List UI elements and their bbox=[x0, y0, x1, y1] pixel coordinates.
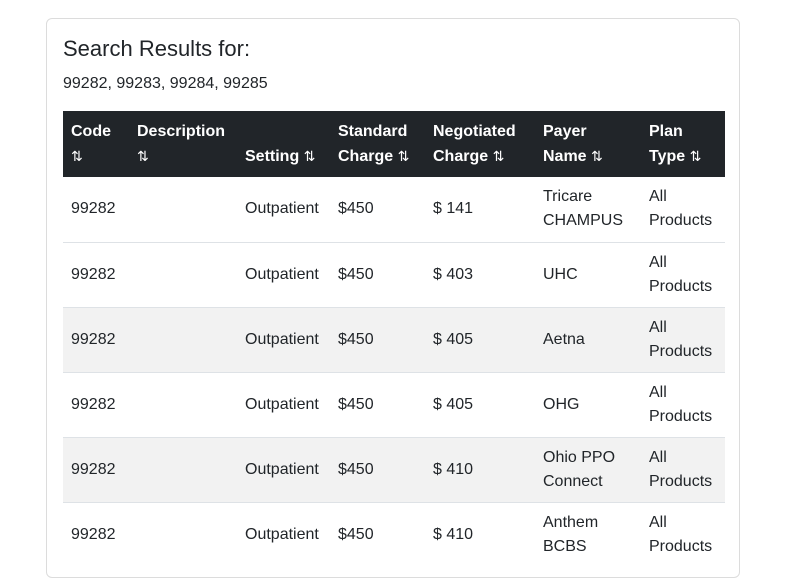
cell-code: 99282 bbox=[63, 501, 129, 567]
cell-negotiated-charge: $ 405 bbox=[425, 306, 535, 372]
cell-plan-type: All Products bbox=[641, 306, 725, 372]
page-title: Search Results for: bbox=[63, 36, 251, 61]
cell-payer-name: Aetna bbox=[535, 306, 641, 372]
column-label: Standard Charge bbox=[338, 123, 408, 165]
cell-description bbox=[129, 436, 237, 502]
table-row: 99282 Outpatient $450 $ 410 Ohio PPO Con… bbox=[63, 436, 725, 502]
sort-icon[interactable]: ⇅ bbox=[303, 148, 316, 164]
cell-setting: Outpatient bbox=[237, 436, 330, 502]
sort-icon[interactable]: ⇅ bbox=[71, 148, 83, 164]
cell-setting: Outpatient bbox=[237, 241, 330, 307]
search-results-card: Search Results for: 99282, 99283, 99284,… bbox=[46, 18, 740, 578]
cell-standard-charge: $450 bbox=[338, 200, 374, 218]
table-row: 99282 Outpatient $450 $ 405 Aetna All Pr… bbox=[63, 306, 725, 372]
cell-negotiated-charge: $ 403 bbox=[425, 241, 535, 307]
sort-icon[interactable]: ⇅ bbox=[689, 148, 702, 164]
column-header-code[interactable]: Code ⇅ bbox=[63, 111, 129, 177]
cell-plan-type: All Products bbox=[641, 241, 725, 307]
cell-setting: Outpatient bbox=[237, 501, 330, 567]
search-codes: 99282, 99283, 99284, 99285 bbox=[63, 75, 268, 92]
table-row: 99282 Outpatient $450 $ 405 OHG All Prod… bbox=[63, 371, 725, 437]
column-label: Plan Type bbox=[649, 123, 686, 165]
column-header-description[interactable]: Description ⇅ bbox=[129, 111, 237, 177]
column-label: Payer Name bbox=[543, 123, 587, 165]
cell-standard-charge: $450 bbox=[330, 241, 425, 307]
cell-description bbox=[129, 371, 237, 437]
cell-payer-name: Ohio PPO Connect bbox=[535, 436, 641, 502]
cell-setting: Outpatient bbox=[245, 200, 319, 218]
sort-icon[interactable]: ⇅ bbox=[397, 148, 410, 164]
sort-icon[interactable]: ⇅ bbox=[492, 148, 505, 164]
sort-icon[interactable]: ⇅ bbox=[591, 148, 603, 164]
cell-payer-name: UHC bbox=[535, 241, 641, 307]
cell-code: 99282 bbox=[63, 371, 129, 437]
cell-negotiated-charge: $ 410 bbox=[425, 436, 535, 502]
sort-icon[interactable]: ⇅ bbox=[137, 148, 149, 164]
cell-setting: Outpatient bbox=[237, 306, 330, 372]
cell-standard-charge: $450 bbox=[330, 306, 425, 372]
cell-plan-type: All Products bbox=[649, 188, 713, 230]
results-table: Code ⇅ Description ⇅ Setting ⇅ Standard … bbox=[63, 111, 725, 567]
cell-standard-charge: $450 bbox=[330, 436, 425, 502]
column-header-payer-name[interactable]: Payer Name ⇅ bbox=[535, 111, 641, 177]
cell-code: 99282 bbox=[71, 200, 116, 218]
table-row: 99282 Outpatient $450 $ 141 Tricare CHAM… bbox=[63, 177, 725, 242]
column-label: Negotiated Charge bbox=[433, 123, 516, 165]
cell-negotiated-charge: $ 405 bbox=[425, 371, 535, 437]
cell-standard-charge: $450 bbox=[330, 371, 425, 437]
header-row: Code ⇅ Description ⇅ Setting ⇅ Standard … bbox=[63, 111, 725, 177]
cell-plan-type: All Products bbox=[641, 436, 725, 502]
column-header-plan-type[interactable]: Plan Type ⇅ bbox=[641, 111, 725, 177]
cell-code: 99282 bbox=[63, 241, 129, 307]
cell-payer-name: Tricare CHAMPUS bbox=[543, 188, 624, 230]
cell-setting: Outpatient bbox=[237, 371, 330, 437]
cell-plan-type: All Products bbox=[641, 371, 725, 437]
table-body: 99282 Outpatient $450 $ 141 Tricare CHAM… bbox=[63, 177, 725, 567]
table-row: 99282 Outpatient $450 $ 410 Anthem BCBS … bbox=[63, 501, 725, 567]
column-header-setting[interactable]: Setting ⇅ bbox=[237, 111, 330, 177]
column-label: Code bbox=[71, 123, 111, 140]
cell-payer-name: Anthem BCBS bbox=[535, 501, 641, 567]
cell-standard-charge: $450 bbox=[330, 501, 425, 567]
cell-description bbox=[129, 501, 237, 567]
cell-description bbox=[129, 306, 237, 372]
cell-plan-type: All Products bbox=[641, 501, 725, 567]
column-header-negotiated-charge[interactable]: Negotiated Charge ⇅ bbox=[425, 111, 535, 177]
cell-payer-name: OHG bbox=[535, 371, 641, 437]
cell-negotiated-charge: $ 410 bbox=[425, 501, 535, 567]
column-label: Setting bbox=[245, 148, 300, 165]
cell-description bbox=[129, 241, 237, 307]
cell-code: 99282 bbox=[63, 306, 129, 372]
cell-code: 99282 bbox=[63, 436, 129, 502]
table-header: Code ⇅ Description ⇅ Setting ⇅ Standard … bbox=[63, 111, 725, 177]
column-label: Description bbox=[137, 123, 226, 140]
table-row: 99282 Outpatient $450 $ 403 UHC All Prod… bbox=[63, 241, 725, 307]
cell-negotiated-charge: $ 141 bbox=[433, 200, 474, 218]
column-header-standard-charge[interactable]: Standard Charge ⇅ bbox=[330, 111, 425, 177]
cell-description bbox=[129, 177, 237, 242]
